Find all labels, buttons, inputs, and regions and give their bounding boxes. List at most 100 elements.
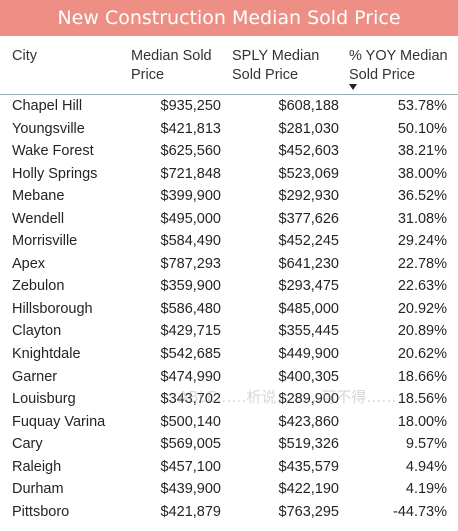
table-row[interactable]: Wake Forest $625,560 $452,603 38.21%	[0, 140, 458, 163]
header-yoy-line-2: Sold Price	[349, 67, 416, 83]
city-cell: Chapel Hill	[12, 98, 83, 114]
header-sply-median-sold-price[interactable]: SPLY Median Sold Price	[232, 47, 332, 85]
table-row[interactable]: Knightdale $542,685 $449,900 20.62%	[0, 343, 458, 366]
yoy-cell: 22.63%	[397, 278, 447, 295]
sply-cell: $519,326	[278, 436, 339, 453]
table-row[interactable]: Mebane $399,900 $292,930 36.52%	[0, 185, 458, 208]
table-row[interactable]: Pittsboro $421,879 $763,295 -44.73%	[0, 501, 458, 524]
yoy-cell: 4.94%	[405, 458, 447, 475]
header-sply-line-1: SPLY Median	[232, 48, 320, 64]
city-cell: Cary	[12, 436, 43, 453]
yoy-cell: 29.24%	[397, 233, 447, 250]
table-row[interactable]: Fuquay Varina $500,140 $423,860 18.00%	[0, 411, 458, 434]
sply-cell: $423,860	[278, 413, 339, 430]
yoy-cell: 4.19%	[405, 481, 447, 498]
city-cell: Zebulon	[12, 278, 65, 295]
median-cell: $721,848	[160, 165, 221, 182]
sply-cell: $523,069	[278, 165, 339, 182]
table-body: Chapel Hill $935,250 $608,188 53.78% Youngsv…	[0, 95, 458, 523]
header-median-line-1: Median Sold	[131, 48, 212, 64]
table-row[interactable]: Hillsborough $586,480 $485,000 20.92%	[0, 298, 458, 321]
yoy-cell: 50.10%	[397, 120, 447, 137]
table-row[interactable]: Clayton $429,715 $355,445 20.89%	[0, 320, 458, 343]
table-row[interactable]: Louisburg $343,702 $289,900 18.56%	[0, 388, 458, 411]
sply-cell: $289,900	[278, 391, 339, 408]
sply-cell: $281,030	[278, 120, 339, 137]
table-row[interactable]: Raleigh $457,100 $435,579 4.94%	[0, 456, 458, 479]
table-row[interactable]: Garner $474,990 $400,305 18.66%	[0, 366, 458, 389]
sply-cell: $292,930	[278, 188, 339, 205]
table-row[interactable]: Holly Springs $721,848 $523,069 38.00%	[0, 163, 458, 186]
sply-cell: $608,188	[278, 98, 339, 114]
header-median-line-2: Price	[131, 67, 165, 83]
city-cell: Clayton	[12, 323, 62, 340]
median-cell: $474,990	[160, 368, 221, 385]
yoy-cell: 18.00%	[397, 413, 447, 430]
sply-cell: $422,190	[278, 481, 339, 498]
header-sply-line-2: Sold Price	[232, 67, 299, 83]
table-row[interactable]: Wendell $495,000 $377,626 31.08%	[0, 208, 458, 231]
sply-cell: $449,900	[278, 346, 339, 363]
median-cell: $359,900	[160, 278, 221, 295]
header-median-sold-price[interactable]: Median Sold Price	[131, 47, 231, 85]
table-row[interactable]: Cary $569,005 $519,326 9.57%	[0, 433, 458, 456]
city-cell: Raleigh	[12, 458, 62, 475]
yoy-cell: 38.21%	[397, 143, 447, 160]
median-cell: $421,879	[160, 503, 221, 520]
median-cell: $399,900	[160, 188, 221, 205]
city-cell: Youngsville	[12, 120, 85, 137]
sply-cell: $400,305	[278, 368, 339, 385]
yoy-cell: 18.56%	[397, 391, 447, 408]
median-cell: $500,140	[160, 413, 221, 430]
median-cell: $429,715	[160, 323, 221, 340]
city-cell: Mebane	[12, 188, 65, 205]
table-row[interactable]: Chapel Hill $935,250 $608,188 53.78%	[0, 95, 458, 118]
table-row[interactable]: Apex $787,293 $641,230 22.78%	[0, 253, 458, 276]
yoy-cell: 20.92%	[397, 300, 447, 317]
table-row[interactable]: Morrisville $584,490 $452,245 29.24%	[0, 230, 458, 253]
table-row[interactable]: Durham $439,900 $422,190 4.19%	[0, 478, 458, 501]
median-cell: $439,900	[160, 481, 221, 498]
city-cell: Apex	[12, 255, 46, 272]
median-cell: $457,100	[160, 458, 221, 475]
median-cell: $625,560	[160, 143, 221, 160]
median-cell: $343,702	[160, 391, 221, 408]
table-row[interactable]: Zebulon $359,900 $293,475 22.63%	[0, 275, 458, 298]
visual-title-text: New Construction Median Sold Price	[57, 7, 401, 29]
sply-cell: $355,445	[278, 323, 339, 340]
median-cell: $542,685	[160, 346, 221, 363]
yoy-cell: 53.78%	[397, 98, 447, 114]
city-cell: Wake Forest	[12, 143, 94, 160]
header-yoy-median-sold-price[interactable]: % YOY Median Sold Price	[349, 47, 457, 85]
city-cell: Fuquay Varina	[12, 413, 106, 430]
city-cell: Knightdale	[12, 346, 81, 363]
median-cell: $787,293	[160, 255, 221, 272]
city-cell: Garner	[12, 368, 58, 385]
table-header-row: City Median Sold Price SPLY Median Sold …	[0, 44, 458, 95]
sply-cell: $452,603	[278, 143, 339, 160]
city-cell: Wendell	[12, 210, 65, 227]
sply-cell: $763,295	[278, 503, 339, 520]
sply-cell: $293,475	[278, 278, 339, 295]
header-city[interactable]: City	[12, 47, 37, 66]
sply-cell: $641,230	[278, 255, 339, 272]
city-cell: Louisburg	[12, 391, 76, 408]
sort-descending-icon[interactable]	[349, 84, 357, 90]
city-cell: Durham	[12, 481, 64, 498]
header-yoy-line-1: % YOY Median	[349, 48, 448, 64]
table-row[interactable]: Youngsville $421,813 $281,030 50.10%	[0, 118, 458, 141]
sply-cell: $435,579	[278, 458, 339, 475]
yoy-cell: 22.78%	[397, 255, 447, 272]
sply-cell: $377,626	[278, 210, 339, 227]
data-table: City Median Sold Price SPLY Median Sold …	[0, 44, 458, 523]
yoy-cell: 20.89%	[397, 323, 447, 340]
median-cell: $495,000	[160, 210, 221, 227]
yoy-cell: 36.52%	[397, 188, 447, 205]
city-cell: Holly Springs	[12, 165, 98, 182]
yoy-cell: 20.62%	[397, 346, 447, 363]
yoy-cell: 38.00%	[397, 165, 447, 182]
sply-cell: $452,245	[278, 233, 339, 250]
city-cell: Morrisville	[12, 233, 78, 250]
median-cell: $584,490	[160, 233, 221, 250]
median-cell: $935,250	[160, 98, 221, 114]
